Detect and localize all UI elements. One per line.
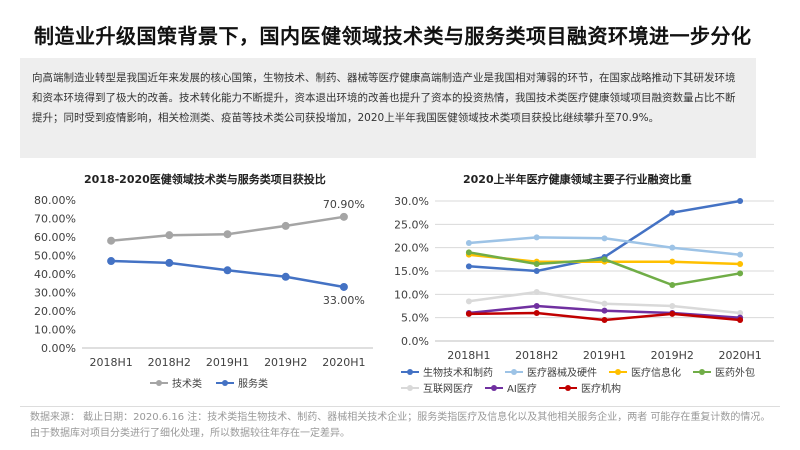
y-tick-label: 10.0% xyxy=(395,288,429,301)
data-point xyxy=(339,282,348,291)
y-tick-label: 10.00% xyxy=(34,324,76,337)
x-tick-label: 2018H2 xyxy=(148,356,191,369)
chart-subsector-financing: 0.0% 5.0% 10.0% 15.0% 20.0% 25.0% 30.0% 2018H1 2… xyxy=(395,190,780,405)
data-point xyxy=(737,310,744,316)
data-label: 33.00% xyxy=(323,294,365,307)
chart-svg: 0.0% 5.0% 10.0% 15.0% 20.0% 25.0% 30.0% 2018H1 2… xyxy=(395,195,774,395)
data-point xyxy=(465,310,472,317)
data-point xyxy=(601,307,608,314)
data-point xyxy=(737,251,744,258)
legend-label: 服务类 xyxy=(238,377,268,390)
data-point xyxy=(601,235,608,242)
x-tick-label: 2019H2 xyxy=(651,349,694,362)
y-tick-label: 25.0% xyxy=(395,218,429,231)
data-point xyxy=(669,310,676,317)
data-point xyxy=(165,231,174,240)
data-point xyxy=(465,240,472,246)
legend-marker xyxy=(156,380,162,386)
y-tick-label: 70.00% xyxy=(34,213,76,226)
legend-marker xyxy=(407,369,413,375)
data-point xyxy=(223,266,232,275)
data-point xyxy=(533,268,540,274)
legend-marker xyxy=(491,385,497,391)
data-point xyxy=(223,230,232,239)
y-tick-label: 50.00% xyxy=(34,250,76,263)
y-tick-label: 20.0% xyxy=(395,242,429,255)
data-point xyxy=(465,263,472,270)
page-title: 制造业升级国策背景下，国内医健领域技术类与服务类项目融资环境进一步分化 xyxy=(34,24,752,48)
data-label: 70.90% xyxy=(323,198,365,211)
legend-marker xyxy=(407,385,413,391)
data-point xyxy=(669,209,676,216)
data-point xyxy=(669,244,676,251)
x-tick-label: 2018H1 xyxy=(89,356,132,369)
x-tick-label: 2019H1 xyxy=(206,356,249,369)
chart-investment-ratio: 0.00% 10.00% 20.00% 30.00% 40.00% 50.00% 60.00… xyxy=(20,190,385,400)
x-tick-label: 2018H2 xyxy=(515,349,558,362)
data-point xyxy=(533,261,540,267)
data-point xyxy=(533,234,540,241)
data-point xyxy=(465,249,472,256)
x-tick-label: 2020H1 xyxy=(322,356,365,369)
data-point xyxy=(737,270,744,277)
data-point xyxy=(669,282,676,288)
data-point xyxy=(669,258,676,265)
data-point xyxy=(339,212,348,221)
footer-divider xyxy=(20,406,780,407)
legend-marker xyxy=(222,380,228,386)
chart1-title: 2018-2020医健领域技术类与服务类项目获投比 xyxy=(84,173,326,186)
y-tick-label: 20.00% xyxy=(34,305,76,318)
y-tick-label: 0.00% xyxy=(41,342,76,355)
y-tick-label: 5.0% xyxy=(401,312,429,325)
chart2-title: 2020上半年医疗健康领域主要子行业融资比重 xyxy=(463,173,692,186)
legend-label: 医药外包 xyxy=(715,366,755,379)
data-point xyxy=(601,256,608,263)
legend-marker xyxy=(615,369,621,375)
data-point xyxy=(281,272,290,281)
data-point xyxy=(533,310,540,316)
data-point xyxy=(533,289,540,295)
x-tick-label: 2019H1 xyxy=(583,349,626,362)
y-tick-label: 60.00% xyxy=(34,231,76,244)
data-point xyxy=(601,317,608,323)
y-tick-label: 40.00% xyxy=(34,268,76,281)
data-point xyxy=(669,303,676,309)
legend-label: 互联网医疗 xyxy=(423,382,473,395)
legend-label: 医疗器械及硬件 xyxy=(527,366,597,379)
data-point xyxy=(601,300,608,307)
y-tick-label: 15.0% xyxy=(395,265,429,278)
legend-marker xyxy=(565,385,571,391)
chart-svg: 0.00% 10.00% 20.00% 30.00% 40.00% 50.00% 60.00… xyxy=(34,194,373,390)
y-tick-label: 30.0% xyxy=(395,195,429,208)
data-point xyxy=(737,261,744,267)
x-tick-label: 2019H2 xyxy=(264,356,307,369)
data-point xyxy=(737,317,744,323)
y-tick-label: 0.0% xyxy=(401,335,429,348)
legend-label: 医疗信息化 xyxy=(631,366,681,379)
legend-marker xyxy=(511,369,517,375)
y-tick-label: 80.00% xyxy=(34,194,76,207)
legend-marker xyxy=(699,369,705,375)
data-point xyxy=(465,298,472,305)
intro-paragraph: 向高端制造业转型是我国近年来发展的核心国策，生物技术、制药、器械等医疗健康高端制… xyxy=(20,58,756,158)
x-tick-label: 2018H1 xyxy=(447,349,490,362)
legend-label: AI医疗 xyxy=(507,382,537,395)
x-tick-label: 2020H1 xyxy=(718,349,761,362)
data-point xyxy=(737,198,744,204)
y-tick-label: 30.00% xyxy=(34,287,76,300)
data-point xyxy=(107,236,116,245)
legend-label: 生物技术和制药 xyxy=(423,366,493,379)
footer-note: 数据来源： 截止日期：2020.6.16 注：技术类指生物技术、制药、器械相关技… xyxy=(30,412,771,439)
legend-label: 医疗机构 xyxy=(581,382,621,395)
data-point xyxy=(533,303,540,309)
data-point xyxy=(281,221,290,230)
data-point xyxy=(165,258,174,267)
data-point xyxy=(107,257,116,266)
legend-label: 技术类 xyxy=(172,377,202,390)
